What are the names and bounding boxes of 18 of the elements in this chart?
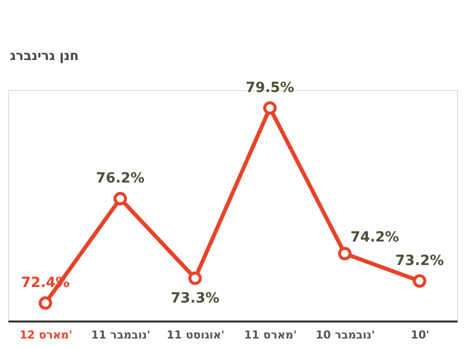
data-label: 79.5% [246, 80, 294, 96]
point [114, 192, 127, 206]
point [338, 246, 352, 260]
point [38, 296, 52, 310]
data-label: 76.2% [96, 170, 145, 187]
point [263, 101, 277, 115]
point [188, 272, 202, 286]
x-tick-label: מארס 11' [244, 328, 297, 342]
x-tick-label: נובמבר 10' [316, 328, 375, 342]
x-tick-label: מארס 12' [20, 328, 72, 342]
point [412, 274, 426, 288]
text: חנן גרינברג [10, 49, 79, 64]
data-label: 73.2% [395, 253, 444, 270]
x-tick-label: נובמבר 11' [91, 328, 150, 342]
data-label: 74.2% [350, 230, 400, 246]
data-label: 73.3% [170, 290, 220, 306]
x-tick-label: אוגוסט 11' [166, 328, 225, 342]
x-tick-label: 10' [410, 328, 430, 342]
